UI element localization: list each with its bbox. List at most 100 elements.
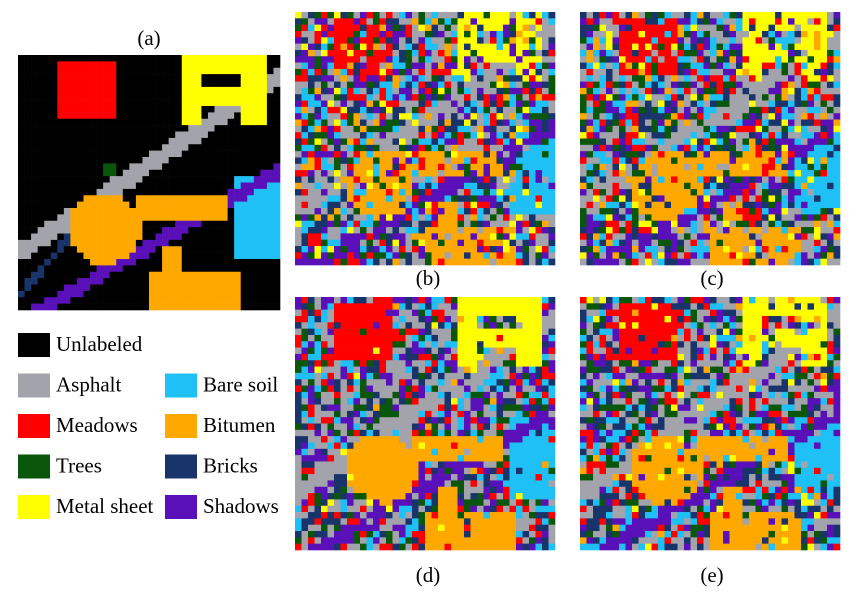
map-pixel — [638, 119, 646, 127]
map-pixel — [781, 43, 789, 51]
map-pixel — [405, 322, 413, 329]
map-pixel — [340, 24, 348, 32]
map-pixel — [729, 81, 737, 89]
map-pixel — [827, 195, 834, 203]
map-pixel — [664, 49, 672, 57]
map-pixel — [625, 113, 633, 120]
map-pixel — [593, 258, 600, 266]
map-pixel — [612, 119, 620, 127]
map-pixel — [684, 246, 691, 253]
map-pixel — [155, 86, 163, 94]
map-pixel — [625, 81, 633, 89]
map-pixel — [645, 252, 652, 259]
map-pixel — [425, 252, 432, 259]
map-pixel — [684, 151, 691, 158]
map-pixel — [697, 125, 704, 133]
map-pixel — [240, 201, 248, 209]
map-pixel — [301, 239, 309, 247]
map-pixel — [529, 315, 536, 323]
map-pixel — [619, 138, 626, 146]
map-pixel — [18, 259, 25, 266]
map-pixel — [548, 239, 556, 247]
map-pixel — [464, 227, 471, 234]
map-pixel — [762, 182, 769, 190]
map-pixel — [188, 125, 196, 132]
map-pixel — [664, 119, 672, 127]
map-pixel — [273, 157, 281, 164]
map-pixel — [142, 80, 150, 88]
map-pixel — [794, 220, 802, 228]
map-pixel — [703, 132, 711, 139]
map-pixel — [496, 246, 504, 253]
map-pixel — [247, 259, 255, 266]
map-pixel — [122, 208, 130, 215]
map-pixel — [301, 208, 309, 215]
map-pixel — [168, 131, 176, 139]
map-pixel — [729, 182, 737, 190]
map-pixel — [31, 303, 38, 311]
map-pixel — [273, 259, 281, 266]
map-pixel — [814, 37, 821, 44]
map-pixel — [820, 12, 828, 19]
map-pixel — [503, 43, 510, 51]
map-pixel — [373, 157, 380, 165]
map-pixel — [684, 170, 691, 177]
map-pixel — [412, 252, 419, 259]
map-pixel — [697, 56, 704, 63]
map-pixel — [638, 18, 646, 25]
map-pixel — [580, 163, 587, 171]
map-pixel — [379, 176, 387, 184]
map-pixel — [418, 138, 426, 146]
map-pixel — [677, 94, 685, 101]
map-pixel — [736, 227, 743, 234]
map-pixel — [716, 201, 724, 209]
map-pixel — [50, 80, 58, 88]
map-pixel — [503, 163, 510, 171]
map-pixel — [207, 278, 215, 285]
map-pixel — [314, 151, 322, 158]
map-pixel — [781, 208, 789, 215]
map-pixel — [625, 119, 633, 127]
map-pixel — [548, 12, 556, 19]
map-pixel — [221, 201, 228, 209]
map-pixel — [490, 182, 497, 190]
map-pixel — [253, 201, 261, 209]
map-pixel — [31, 150, 38, 158]
map-pixel — [606, 87, 613, 95]
map-pixel — [83, 144, 91, 151]
map-pixel — [496, 208, 504, 215]
map-pixel — [431, 12, 439, 19]
map-pixel — [327, 297, 335, 304]
map-pixel — [477, 119, 484, 127]
map-pixel — [63, 278, 71, 285]
map-pixel — [820, 119, 828, 127]
map-pixel — [44, 246, 52, 253]
map-pixel — [496, 163, 504, 171]
map-pixel — [418, 208, 426, 215]
map-pixel — [379, 49, 387, 57]
map-pixel — [625, 258, 633, 266]
map-pixel — [142, 93, 150, 100]
map-pixel — [122, 271, 130, 279]
map-pixel — [392, 144, 400, 152]
map-pixel — [155, 67, 163, 75]
map-pixel — [788, 94, 795, 101]
map-pixel — [814, 30, 821, 38]
map-pixel — [490, 297, 497, 304]
map-pixel — [612, 258, 620, 266]
map-pixel — [175, 137, 183, 145]
map-pixel — [464, 315, 471, 323]
map-pixel — [405, 144, 413, 152]
map-pixel — [632, 176, 639, 184]
map-pixel — [83, 195, 91, 202]
map-pixel — [227, 297, 235, 304]
map-pixel — [612, 24, 620, 32]
map-pixel — [542, 144, 549, 152]
map-pixel — [405, 170, 413, 177]
map-pixel — [103, 118, 110, 126]
map-pixel — [651, 176, 659, 184]
map-pixel — [612, 56, 620, 63]
map-pixel — [755, 163, 763, 171]
map-pixel — [470, 315, 478, 323]
map-pixel — [645, 214, 652, 222]
